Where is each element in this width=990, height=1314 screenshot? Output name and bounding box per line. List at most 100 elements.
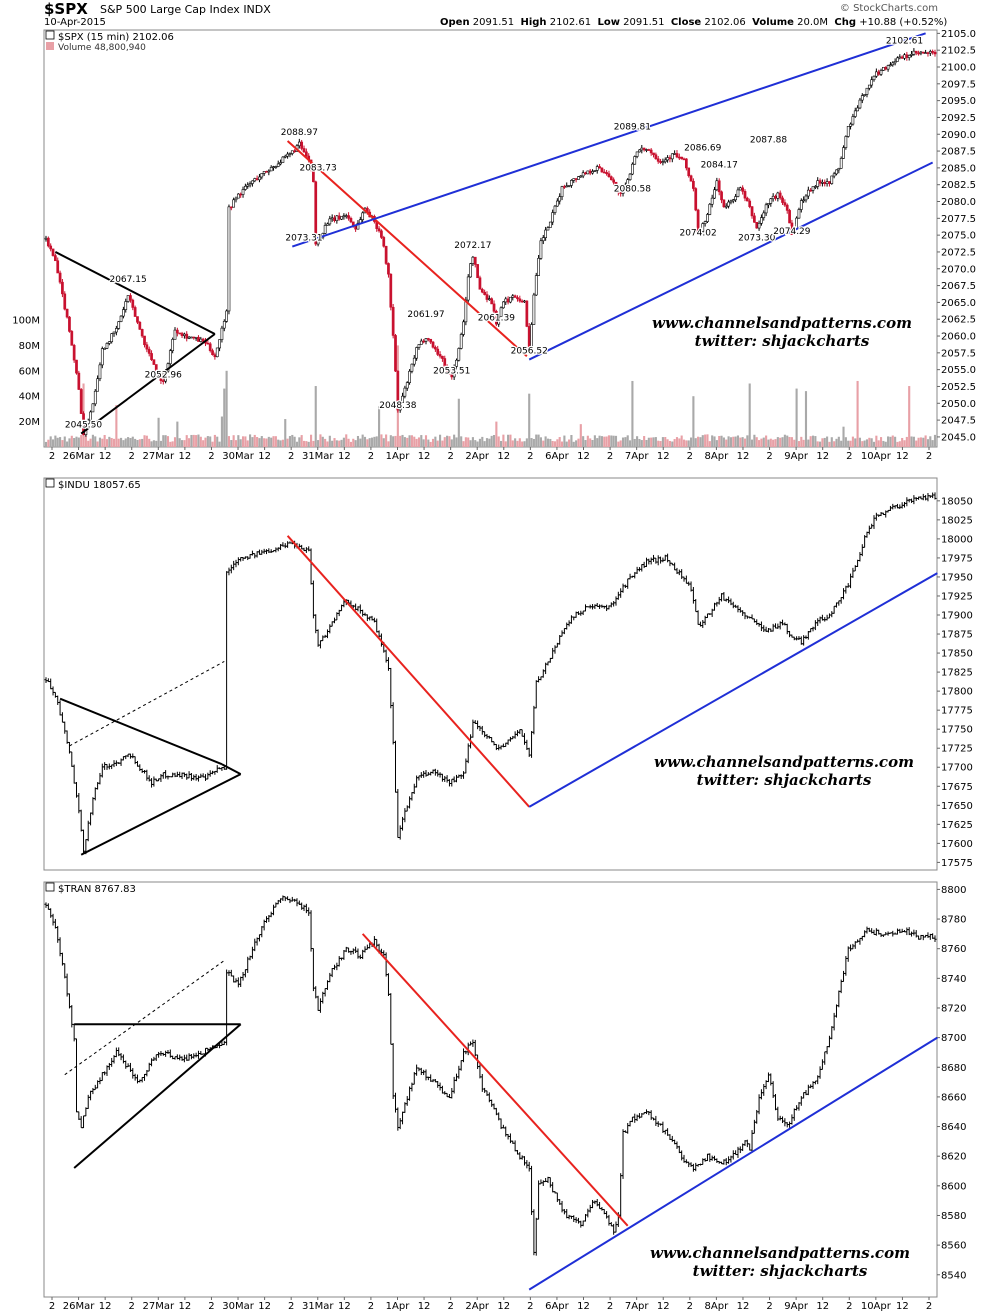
candle-body: [389, 273, 393, 308]
price-tick-label: 17825: [941, 668, 973, 679]
volume-bar: [640, 440, 643, 447]
candle-body: [490, 298, 494, 305]
candle-body: [340, 216, 343, 220]
candle-body: [138, 321, 142, 330]
price-annotation: 2086.69: [684, 144, 721, 154]
price-tick-label: 18025: [941, 515, 973, 526]
price-tick-label: 18050: [941, 496, 973, 507]
candle-body: [692, 180, 695, 189]
price-annotation: 2080.58: [614, 185, 651, 195]
candle-body: [244, 185, 247, 190]
volume-bar: [603, 436, 606, 447]
red-trendline: [361, 933, 629, 1227]
candle-body: [234, 197, 238, 201]
volume-bar: [727, 436, 730, 447]
candle-body: [143, 335, 146, 346]
candle-body: [548, 221, 552, 228]
candle-body: [642, 147, 646, 151]
candle-body: [349, 218, 353, 223]
volume-bar: [155, 440, 158, 447]
volume-bar: [380, 434, 383, 447]
volume-bar: [607, 435, 611, 447]
price-annotation: 2048.38: [379, 401, 416, 411]
volume-bar: [403, 437, 406, 447]
candle-body: [206, 342, 210, 345]
candle-body: [706, 214, 709, 222]
x-tick-label: 6Apr: [545, 1301, 570, 1312]
x-tick-label: 7Apr: [625, 1301, 650, 1312]
candle-body: [717, 180, 721, 193]
volume-bar: [298, 437, 301, 447]
x-tick-label: 12: [258, 1301, 271, 1312]
price-tick-label: 8760: [941, 944, 966, 955]
volume-bar: [783, 434, 786, 447]
volume-bar: [44, 441, 48, 447]
candle-body: [274, 166, 278, 168]
volume-bar: [483, 441, 486, 447]
blue-trendline: [528, 572, 938, 808]
x-tick-label: 2: [926, 1301, 932, 1312]
candle-body: [701, 223, 705, 232]
volume-bar: [849, 440, 852, 447]
volume-bar: [286, 438, 289, 447]
indu-panel: 18050 18025 18000 17975 17950 17925 17900 17875…: [43, 477, 973, 871]
price-tick-label: 8700: [941, 1033, 966, 1044]
candle-body: [924, 52, 927, 54]
candle-body: [194, 336, 198, 339]
candle-body: [356, 222, 360, 230]
candle-body: [258, 176, 261, 181]
volume-bar: [401, 434, 404, 447]
volume-bar: [889, 436, 892, 447]
volume-bar: [828, 441, 831, 447]
candle-body: [755, 222, 759, 229]
volume-bar: [249, 434, 252, 447]
x-tick-label: 7Apr: [625, 451, 650, 462]
volume-tick-label: 100M: [12, 316, 40, 327]
volume-bar: [232, 435, 235, 447]
legend-marker: [45, 478, 55, 488]
candle-body: [680, 156, 684, 160]
candle-body: [380, 230, 383, 238]
volume-bar: [699, 437, 702, 447]
candle-body: [875, 71, 878, 77]
x-tick-label: 27Mar: [143, 451, 175, 462]
candle-body: [161, 380, 165, 382]
volume-bar: [197, 434, 200, 447]
volume-bar: [556, 439, 559, 447]
volume-bar: [225, 370, 228, 447]
volume-bar: [884, 441, 887, 447]
volume-bar: [530, 438, 533, 447]
candle-body: [900, 56, 904, 59]
tran-panel: 8800 8780 8760 8740 8720 8700 8680 8660 8640 8620…: [43, 881, 966, 1298]
black-trendline: [64, 960, 225, 1076]
candle-body: [788, 210, 791, 224]
volume-bar: [894, 436, 897, 447]
volume-bar: [241, 436, 245, 447]
volume-bar: [457, 398, 460, 447]
volume-bar: [523, 441, 526, 447]
x-tick-label: 2: [926, 451, 932, 462]
volume-bar: [680, 435, 683, 447]
x-tick-label: 12: [497, 451, 510, 462]
blue-trendline: [291, 32, 926, 248]
candle-body: [115, 328, 118, 333]
volume-bar: [462, 441, 465, 447]
candle-body: [342, 215, 346, 218]
volume-bar: [204, 437, 207, 447]
volume-bar: [310, 434, 313, 447]
candle-body: [438, 354, 442, 357]
volume-bar: [612, 435, 615, 447]
volume-bar: [689, 437, 693, 447]
price-tick-label: 2082.5: [941, 180, 976, 191]
volume-bar: [368, 438, 371, 447]
candle-body: [103, 348, 106, 350]
red-trendline: [286, 140, 528, 357]
volume-bar: [891, 435, 894, 447]
price-tick-label: 8600: [941, 1181, 966, 1192]
candle-body: [347, 215, 350, 219]
volume-bar: [617, 441, 620, 447]
candle-body: [518, 298, 522, 302]
watermark-twitter: twitter: shjackcharts: [697, 771, 872, 789]
candle-body: [91, 403, 95, 413]
volume-bar: [460, 436, 463, 447]
